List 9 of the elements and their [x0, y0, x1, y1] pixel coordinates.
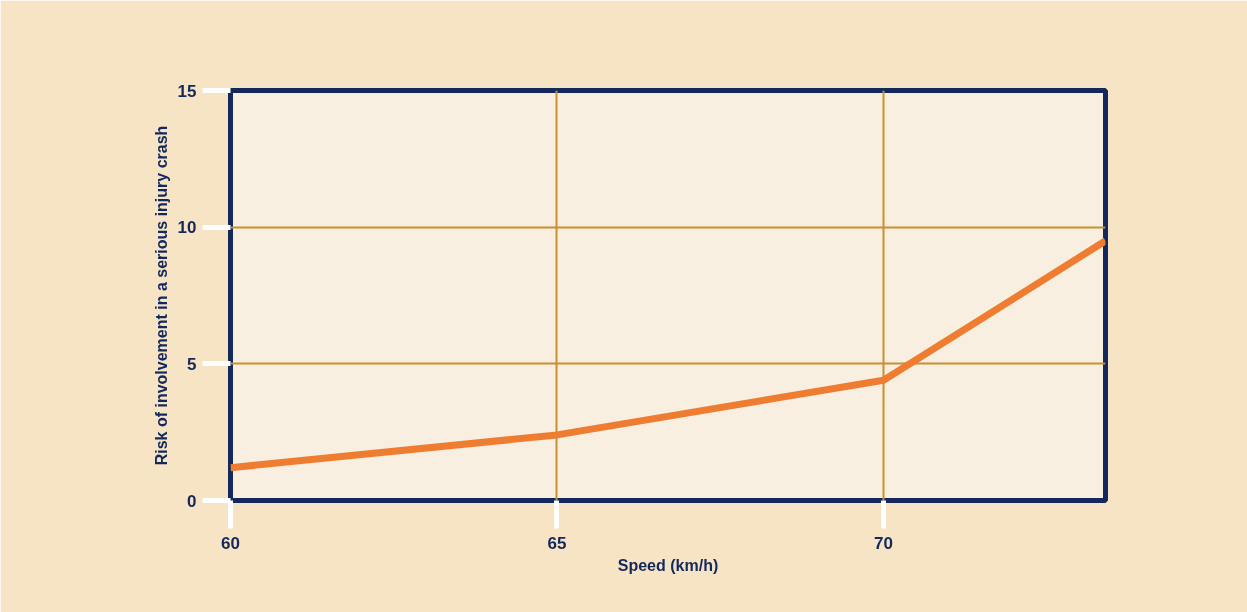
y-tick-label: 15: [177, 81, 197, 101]
y-tick-label: 10: [177, 218, 197, 238]
x-tick-label: 60: [221, 533, 240, 553]
x-axis-title: Speed (km/h): [617, 556, 719, 574]
y-axis-title: Risk of involvement in a serious injury crash: [152, 125, 170, 466]
x-tick-label: 65: [547, 533, 567, 553]
y-tick-label: 5: [187, 354, 197, 374]
y-tick-label: 0: [187, 491, 197, 511]
x-tick-label: 70: [874, 533, 893, 553]
